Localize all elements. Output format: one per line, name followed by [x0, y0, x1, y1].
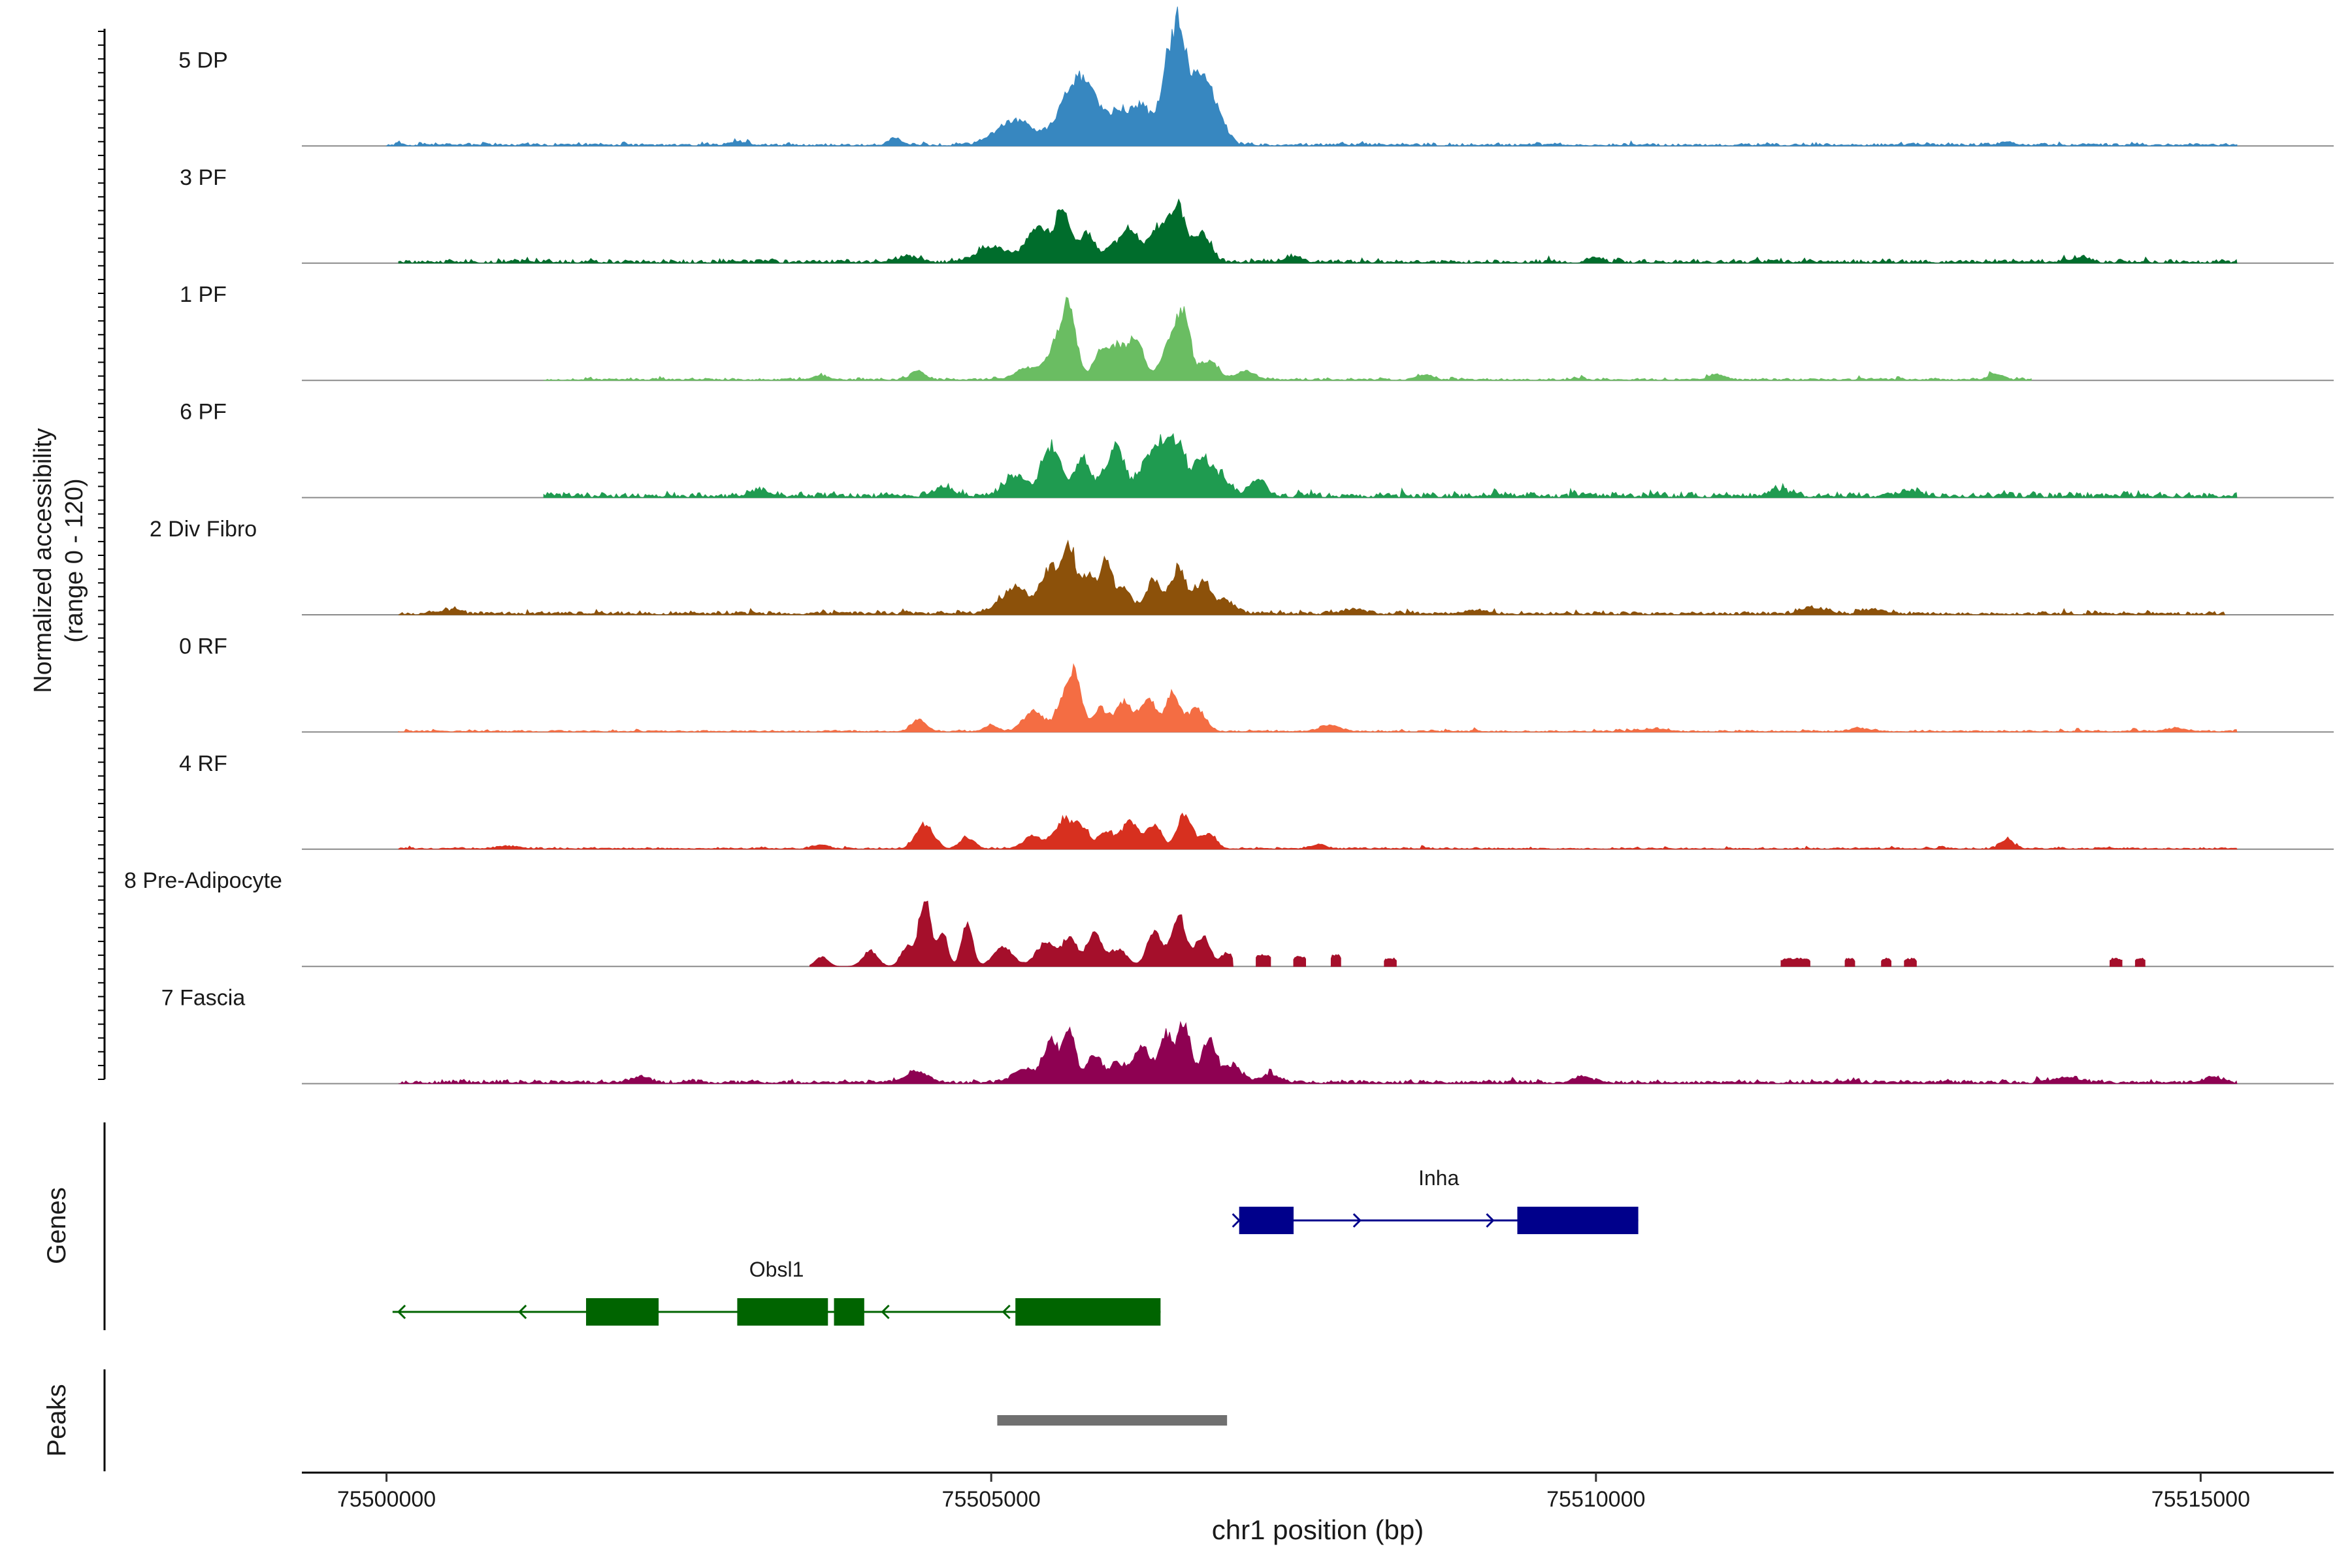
gene-obsl1: Obsl1 [392, 1258, 1161, 1326]
genes-track: Inha Obsl1 [392, 1166, 1639, 1326]
coverage-area [398, 663, 2238, 732]
coverage-area [543, 297, 2032, 381]
track-1-pf: 1 PF [180, 282, 2334, 382]
track-label: 2 Div Fibro [150, 517, 257, 542]
gene-exon [1517, 1207, 1639, 1234]
peaks-track [997, 1415, 1228, 1426]
x-axis-ticks: 75500000 75505000 75510000 75515000 [337, 1473, 2250, 1512]
track-7-fascia: 7 Fascia [161, 986, 2334, 1085]
y-axis-ticks [98, 31, 105, 1080]
peak-region [997, 1415, 1228, 1426]
strand-arrow-left-icon [397, 1304, 406, 1320]
track-6-pf: 6 PF [180, 400, 2334, 498]
coverage-area [543, 433, 2238, 498]
x-tick-label: 75500000 [337, 1487, 436, 1512]
coverage-island [2110, 957, 2123, 967]
track-3-pf: 3 PF [180, 165, 2334, 264]
coverage-area [398, 539, 2226, 615]
coverage-island [1330, 954, 1341, 967]
strand-arrow-right-icon [1232, 1213, 1241, 1228]
track-2-div-fibro: 2 Div Fibro [150, 517, 2334, 615]
x-tick-label: 75510000 [1546, 1487, 1645, 1512]
coverage-area [398, 198, 2238, 264]
x-axis-title: chr1 position (bp) [1212, 1514, 1424, 1545]
y-axis-label-line2: (range 0 - 120) [61, 478, 88, 642]
gene-exon [1239, 1207, 1294, 1234]
track-label: 8 Pre-Adipocyte [124, 868, 282, 893]
coverage-tracks: 5 DP 3 PF 1 PF 6 PF 2 Div Fibro 0 RF 4 RF 8 Pre… [124, 7, 2334, 1085]
track-label: 1 PF [180, 282, 227, 307]
track-label: 5 DP [178, 48, 228, 73]
coverage-area [399, 1021, 2238, 1085]
coverage-area [398, 812, 2238, 850]
strand-arrow-left-icon [1002, 1304, 1011, 1320]
coverage-island [1293, 956, 1306, 967]
peaks-track-label: Peaks [42, 1384, 71, 1456]
strand-arrow-left-icon [518, 1304, 527, 1320]
coverage-island [1904, 957, 1917, 967]
gene-exon [834, 1298, 864, 1326]
strand-arrow-right-icon [1486, 1213, 1495, 1228]
coverage-area [385, 7, 2238, 147]
gene-name-label: Obsl1 [749, 1258, 804, 1281]
gene-exon [737, 1298, 828, 1326]
x-tick-label: 75515000 [2151, 1487, 2250, 1512]
track-label: 4 RF [179, 751, 227, 776]
y-axis-label-line1: Normalized accessibility [29, 428, 57, 693]
gene-exon [1015, 1298, 1161, 1326]
track-label: 0 RF [179, 634, 227, 659]
coverage-island [1844, 958, 1855, 967]
track-8-pre-adipocyte: 8 Pre-Adipocyte [124, 868, 2334, 968]
strand-arrow-right-icon [1352, 1213, 1362, 1228]
coverage-island [2134, 957, 2146, 967]
coverage-island [1384, 957, 1397, 967]
gene-name-label: Inha [1418, 1166, 1459, 1190]
coverage-island [1256, 954, 1271, 967]
coverage-area [809, 900, 1233, 967]
gene-inha: Inha [1232, 1166, 1639, 1234]
track-5-dp: 5 DP [178, 7, 2334, 147]
coverage-island [1780, 957, 1810, 967]
track-0-rf: 0 RF [179, 634, 2334, 733]
track-label: 3 PF [180, 165, 227, 190]
x-tick-label: 75505000 [942, 1487, 1041, 1512]
coverage-island [1881, 957, 1891, 967]
gene-exon [586, 1298, 659, 1326]
track-label: 6 PF [180, 400, 227, 425]
track-label: 7 Fascia [161, 986, 246, 1011]
track-4-rf: 4 RF [179, 751, 2334, 850]
genes-track-label: Genes [42, 1187, 71, 1264]
strand-arrow-left-icon [881, 1304, 890, 1320]
